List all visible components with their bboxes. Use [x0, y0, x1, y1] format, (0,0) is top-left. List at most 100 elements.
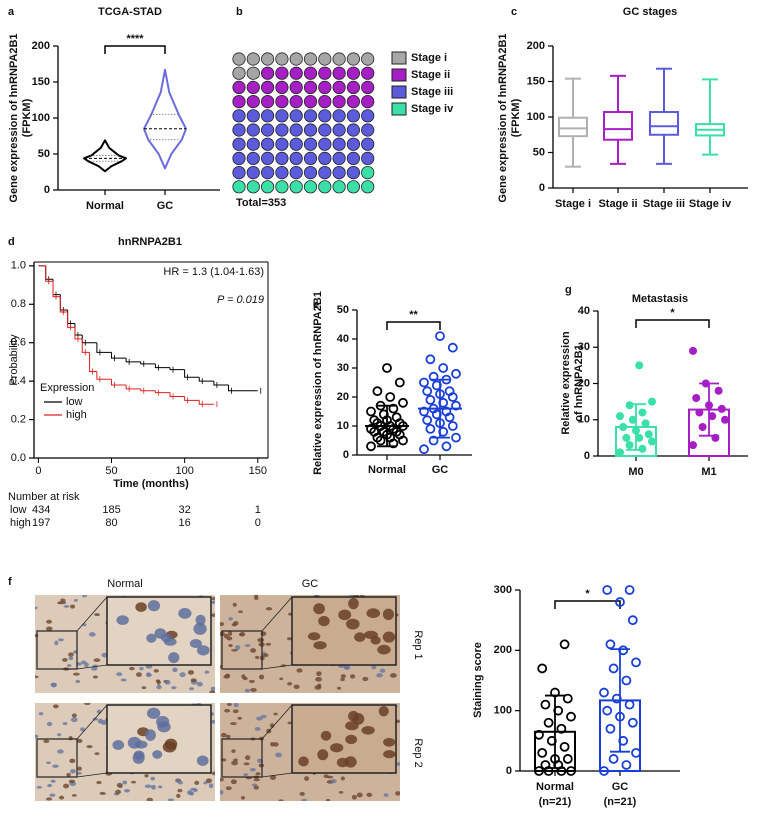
nucleus	[233, 758, 238, 762]
nucleus	[243, 773, 249, 777]
waffle-dot	[318, 52, 332, 66]
waffle-dot	[318, 66, 332, 80]
data-point	[689, 346, 697, 355]
waffle-dot	[318, 80, 332, 95]
x-tick-label: Stage ii	[598, 198, 637, 210]
x-tick-label: Normal	[86, 200, 124, 212]
histology-grid	[35, 595, 400, 801]
waffle-dot	[246, 109, 260, 123]
survival-step	[140, 388, 156, 392]
nucleus	[238, 610, 243, 614]
survival-step	[74, 323, 83, 336]
nucleus	[130, 780, 137, 784]
nucleus	[46, 761, 51, 765]
nucleus	[224, 708, 231, 713]
error-bar	[430, 378, 450, 439]
error-bar	[626, 403, 646, 451]
data-point	[447, 421, 458, 431]
nucleus	[124, 789, 131, 793]
y-tick-label: 100	[494, 705, 512, 717]
waffle-dot	[260, 166, 275, 180]
data-point	[605, 723, 616, 734]
nucleus	[84, 703, 91, 706]
nucleus	[235, 645, 241, 651]
waffle-dot	[346, 52, 360, 66]
data-point	[562, 693, 573, 704]
waffle-dot	[346, 137, 360, 151]
data-point	[447, 342, 458, 353]
nucleus	[177, 781, 184, 785]
waffle-dot	[289, 109, 303, 123]
data-point	[451, 432, 461, 443]
nucleus	[158, 785, 163, 789]
nucleus	[196, 681, 203, 687]
nucleus	[177, 788, 183, 793]
waffle-dot	[246, 151, 260, 165]
panel-letter: g	[565, 284, 572, 296]
row-label: Rep 2	[412, 738, 424, 767]
nucleus	[240, 795, 245, 800]
waffle-dot	[318, 109, 332, 123]
panel-letter: d	[8, 236, 15, 248]
waffle-dot	[246, 95, 260, 109]
legend-label: Stage ii	[411, 69, 450, 81]
nucleus	[136, 672, 142, 677]
nucleus	[83, 662, 89, 668]
violin	[143, 68, 187, 170]
nucleus	[68, 735, 73, 741]
nucleus	[66, 772, 71, 777]
nucleus	[86, 745, 93, 749]
chart-panel: f Staining score 0 100 200 300 Normal (n=21) GC (…	[8, 576, 680, 808]
nucleus	[120, 678, 127, 682]
x-tick-label: 150	[249, 465, 267, 477]
nucleus	[383, 750, 396, 759]
error-bar	[699, 382, 719, 437]
violin	[83, 139, 127, 173]
data-point	[540, 760, 551, 770]
waffle-dot	[232, 95, 246, 109]
y-axis-label: (FPKM)	[21, 98, 33, 137]
nucleus	[243, 762, 250, 766]
x-tick-label: Normal	[536, 781, 574, 793]
data-point	[627, 615, 638, 626]
nucleus	[211, 600, 215, 605]
micrograph	[35, 703, 215, 801]
y-tick-label: 50	[337, 304, 349, 316]
x-tick-label: GC	[432, 464, 449, 476]
nucleus	[315, 676, 322, 682]
waffle-dot	[275, 123, 289, 137]
nucleus	[93, 658, 101, 663]
nucleus	[35, 675, 39, 679]
nucleus	[320, 730, 332, 741]
waffle-dot	[346, 80, 360, 95]
nucleus	[172, 667, 178, 673]
data-point	[428, 371, 439, 382]
waffle-dot	[303, 123, 318, 137]
nucleus	[258, 763, 265, 768]
waffle-dot	[332, 166, 346, 180]
legend-label: high	[66, 409, 87, 421]
survival-step	[184, 396, 200, 401]
y-tick-label: 0.8	[11, 298, 26, 310]
nucleus	[54, 640, 59, 646]
significance-bracket	[104, 45, 166, 54]
waffle-dot	[275, 137, 289, 151]
data-point	[382, 363, 392, 373]
nucleus	[68, 652, 74, 657]
nucleus	[293, 684, 300, 690]
y-tick-label: 50	[38, 148, 50, 160]
x-tick-label: Stage iv	[689, 198, 732, 210]
data-point	[616, 448, 624, 457]
nucleus	[76, 738, 83, 744]
y-tick-label: 0	[343, 449, 349, 461]
waffle-dot	[303, 80, 318, 95]
nucleus	[57, 601, 62, 605]
waffle-dot	[275, 166, 289, 180]
data-point	[419, 406, 429, 417]
nucleus	[71, 713, 77, 718]
significance-bracket	[386, 321, 441, 330]
row-label: Rep 1	[412, 630, 424, 659]
nucleus	[376, 673, 383, 678]
inset-connector	[261, 704, 293, 778]
nucleus	[370, 636, 381, 645]
